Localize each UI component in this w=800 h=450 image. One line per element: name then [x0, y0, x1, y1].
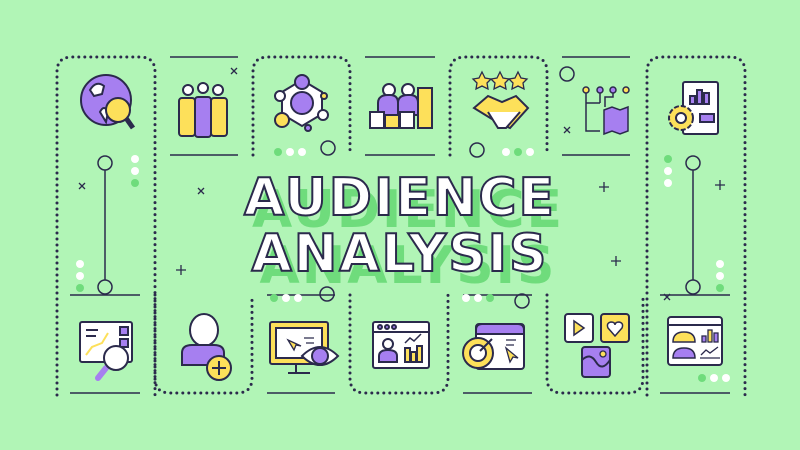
- monitor-view-icon: [269, 321, 340, 374]
- decor-marks: [78, 67, 725, 301]
- partnership-rating-icon: [471, 70, 530, 130]
- title-line2: ANALYSIS: [251, 224, 549, 284]
- settings-report-icon: [668, 81, 719, 135]
- title-line1: AUDIENCE: [243, 168, 557, 228]
- data-analysis-icon: [79, 321, 133, 381]
- add-user-icon: [181, 313, 232, 381]
- decor-circles: [319, 66, 575, 309]
- media-content-icon: [564, 313, 630, 378]
- team-icon: [178, 82, 228, 138]
- frame-dotted: [55, 55, 747, 397]
- connector-lines: [97, 155, 701, 295]
- title: AUDIENCE ANALYSIS: [0, 168, 800, 284]
- roadmap-icon: [582, 86, 630, 136]
- globe-search-icon: [80, 74, 136, 130]
- network-icon: [274, 74, 329, 132]
- targeting-icon: [462, 323, 525, 370]
- decor-dots: [76, 148, 730, 382]
- audience-growth-icon: [369, 83, 433, 129]
- web-analytics-icon: [372, 321, 430, 369]
- frame-lines: [70, 56, 730, 394]
- dashboard-icon: [667, 316, 723, 366]
